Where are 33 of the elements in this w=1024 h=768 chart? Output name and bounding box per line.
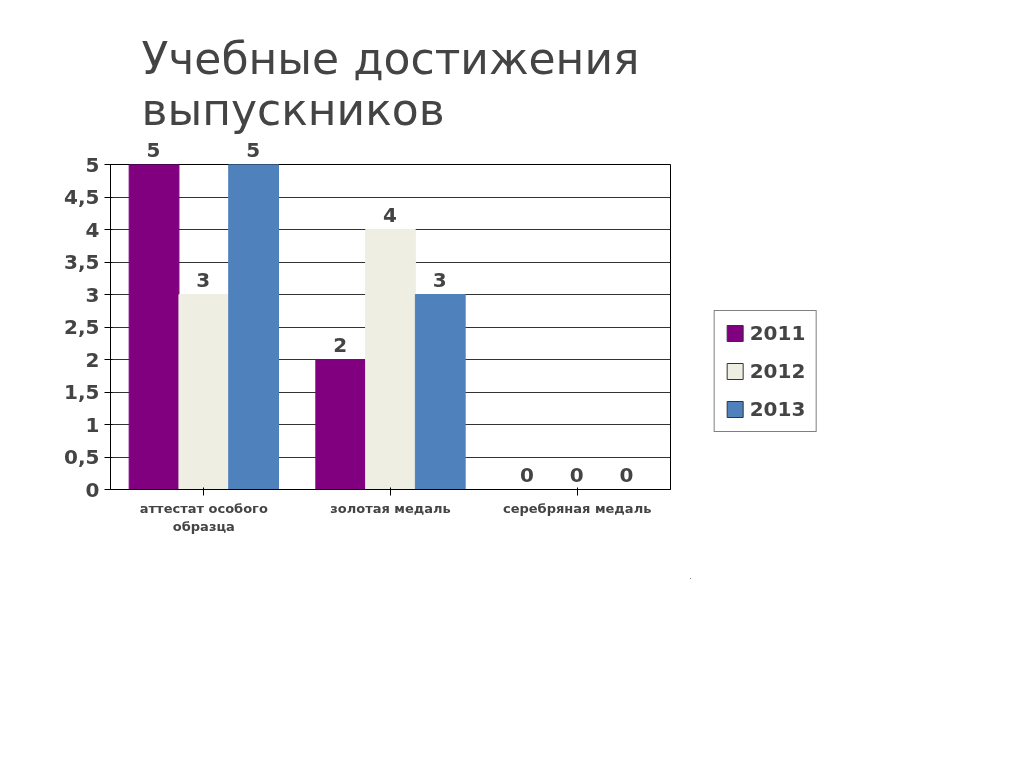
data-label: 0	[569, 463, 584, 487]
legend-label: 2013	[749, 397, 806, 421]
y-tick-label: 1	[85, 412, 100, 437]
data-label: 3	[196, 268, 211, 292]
y-tick-label: 3,5	[64, 250, 100, 274]
bar	[365, 229, 416, 490]
bar	[178, 294, 230, 490]
data-label: 5	[146, 138, 161, 162]
y-tick-label: 2	[85, 347, 100, 372]
data-label: 2	[333, 333, 348, 357]
data-label: 3	[432, 268, 447, 292]
bar	[315, 359, 367, 490]
chart-title: Учебные достижения выпускников	[141, 32, 640, 135]
y-tick-label: 1,5	[64, 380, 100, 404]
y-tick-label: 5	[85, 152, 100, 177]
data-label: 5	[246, 138, 261, 162]
y-tick-label: 3	[85, 282, 100, 307]
legend-label: 2012	[749, 359, 806, 383]
x-tick-label: золотая медаль	[330, 500, 451, 516]
y-tick-label: 0	[85, 477, 100, 502]
data-label: 0	[619, 463, 634, 487]
y-tick-label: 0,5	[64, 445, 100, 469]
x-tick-label: аттестат особого образца	[139, 500, 268, 534]
y-tick-label: 4	[85, 217, 100, 242]
legend-label: 2011	[749, 321, 806, 345]
bar	[128, 164, 180, 490]
data-label: 0	[519, 463, 534, 487]
data-label: 4	[383, 203, 397, 227]
bar	[414, 294, 466, 490]
bar	[228, 164, 279, 490]
y-tick-label: 4,5	[64, 185, 100, 210]
x-tick-label: серебряная медаль	[502, 500, 652, 516]
y-tick-label: 2,5	[64, 315, 100, 339]
